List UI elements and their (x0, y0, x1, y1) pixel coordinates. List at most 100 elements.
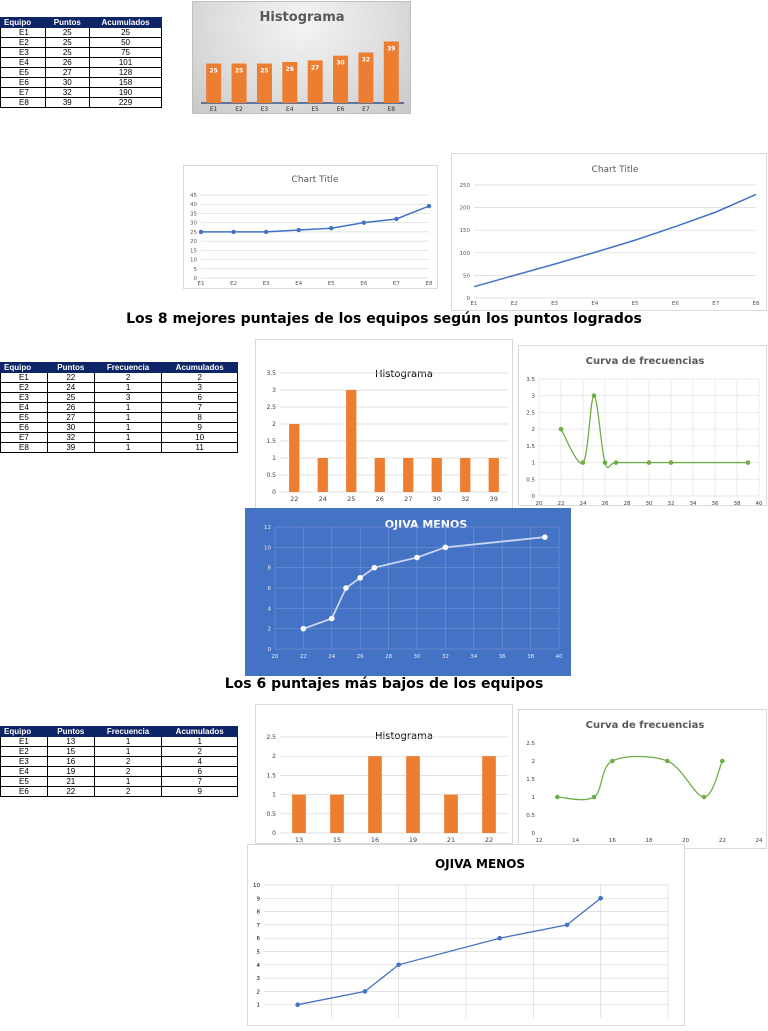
y-tick-label: 1.5 (266, 772, 276, 779)
table-cell: E8 (0, 442, 48, 453)
table-row: E8 39 229 (0, 97, 162, 108)
bar (374, 458, 385, 492)
table-cell: 39 (44, 97, 91, 108)
table-cell: 7 (161, 402, 238, 413)
data-point (414, 554, 420, 561)
table-cell: E7 (0, 87, 46, 98)
x-tick-label: E1 (210, 106, 218, 113)
x-tick-label: 12 (536, 838, 543, 844)
bar (403, 458, 414, 492)
data-point (198, 229, 204, 235)
data-point (610, 758, 615, 764)
table-row: E6 30 158 (0, 77, 162, 88)
chart-title: OJIVA MENOS (385, 518, 468, 531)
y-tick-label: 15 (190, 248, 197, 254)
data-point (296, 227, 301, 233)
x-tick-label: 16 (609, 838, 616, 844)
table-row: E3 16 2 4 (0, 756, 238, 767)
table-cell: 4 (161, 756, 238, 767)
x-tick-label: E4 (591, 301, 598, 307)
y-tick-label: 150 (460, 228, 471, 234)
table-cell: 27 (46, 412, 95, 423)
bar (317, 458, 328, 492)
y-tick-label: 250 (460, 183, 471, 189)
x-tick-label: 15 (333, 836, 341, 844)
y-tick-label: 10 (253, 883, 260, 889)
y-tick-label: 5 (257, 950, 261, 956)
data-point (665, 758, 670, 764)
x-tick-label: 24 (580, 501, 587, 507)
frequency-curve-2-plot: Curva de frecuencias 0 0.5 1 1.5 2 2.5 3 3.5 20 22… (526, 356, 763, 507)
x-tick-label: 26 (602, 501, 609, 507)
y-tick-label: 35 (190, 211, 197, 217)
x-tick-label: E7 (712, 301, 719, 307)
bar (307, 60, 323, 103)
col-puntos: Puntos (46, 726, 95, 737)
data-point (371, 564, 378, 571)
table-cell: E1 (0, 736, 48, 747)
x-tick-label: 38 (734, 501, 741, 507)
series-line (201, 205, 430, 233)
data-point (701, 794, 707, 800)
table-cell: 3 (161, 382, 238, 393)
table-cell: 25 (46, 392, 95, 403)
x-tick-label: 30 (433, 495, 441, 503)
y-tick-label: 4 (257, 963, 261, 969)
table-top8-frequency: Equipo Puntos Frecuencia Acumulados E1 22… (0, 362, 238, 453)
x-tick-label: E6 (672, 301, 679, 307)
table-cell: 75 (89, 47, 162, 58)
data-point (591, 393, 597, 399)
y-tick-label: 0.5 (266, 811, 276, 818)
col-acumulados: Acumulados (161, 726, 238, 737)
y-tick-label: 2.5 (266, 404, 276, 411)
table-cell: 1 (93, 746, 163, 757)
bar (231, 63, 247, 103)
histogram-chart-1: Histograma 25 E1 25 E2 25 E3 26 E4 27 E5 30 E6 32 E7 39… (192, 1, 411, 114)
table-header-row: Equipo Puntos Acumulados (0, 17, 162, 28)
table-row: E2 25 50 (0, 37, 162, 48)
table-cell: 32 (44, 87, 91, 98)
table-cell: 3 (93, 392, 163, 403)
table-bottom6-frequency: Equipo Puntos Frecuencia Acumulados E1 13… (0, 726, 238, 797)
table-cell: 15 (46, 746, 95, 757)
frequency-curve-2: Curva de frecuencias 0 0.5 1 1.5 2 2.5 3 3.5 20 22… (518, 345, 767, 507)
y-tick-label: 8 (268, 566, 272, 572)
x-tick-label: 22 (558, 501, 565, 507)
table-cell: 22 (46, 786, 95, 797)
y-tick-label: 0 (532, 831, 536, 837)
histogram-3-plot: Histograma 0 0.5 1 1.5 2 2.5 13 15 16 19 21 22 (266, 731, 508, 844)
table-cell: 2 (93, 786, 163, 797)
y-tick-label: 100 (460, 251, 471, 257)
y-tick-label: 1 (272, 455, 276, 462)
series-line (557, 755, 723, 801)
data-point (668, 460, 674, 465)
col-acumulados: Acumulados (89, 17, 162, 28)
y-tick-label: 1.5 (266, 438, 276, 445)
data-point (497, 935, 502, 941)
histogram-1-plot: Histograma 25 E1 25 E2 25 E3 26 E4 27 E5 30 E6 32 E7 39… (201, 10, 404, 113)
frequency-curve-3: Curva de frecuencias 0 0.5 1 1.5 2 2.5 12 14 16 18… (518, 709, 767, 849)
x-tick-label: 34 (470, 654, 477, 660)
table-cell: 25 (44, 47, 91, 58)
table-row: E7 32 190 (0, 87, 162, 98)
data-point (591, 794, 597, 800)
y-tick-label: 8 (257, 910, 261, 916)
data-point (329, 615, 335, 622)
y-tick-label: 3 (257, 976, 261, 982)
table-cell: 13 (46, 736, 95, 747)
line-chart-points: Chart Title 0 5 10 15 20 25 30 35 40 45 E1 E2 E3 E4 E5 E… (183, 165, 438, 289)
data-label: 26 (286, 66, 294, 73)
table-row: E1 25 25 (0, 27, 162, 38)
x-tick-label: E8 (753, 301, 760, 307)
x-tick-label: 32 (461, 495, 469, 503)
data-label: 25 (210, 68, 218, 75)
x-tick-label: E6 (337, 106, 345, 113)
table-cell: 21 (46, 776, 95, 787)
y-tick-label: 30 (190, 221, 197, 227)
x-tick-label: E4 (286, 106, 294, 113)
x-tick-label: 40 (756, 501, 763, 507)
bar (488, 458, 499, 492)
table-cell: 1 (93, 442, 163, 453)
table-cell: 2 (93, 372, 163, 383)
table-cell: 10 (161, 432, 238, 443)
